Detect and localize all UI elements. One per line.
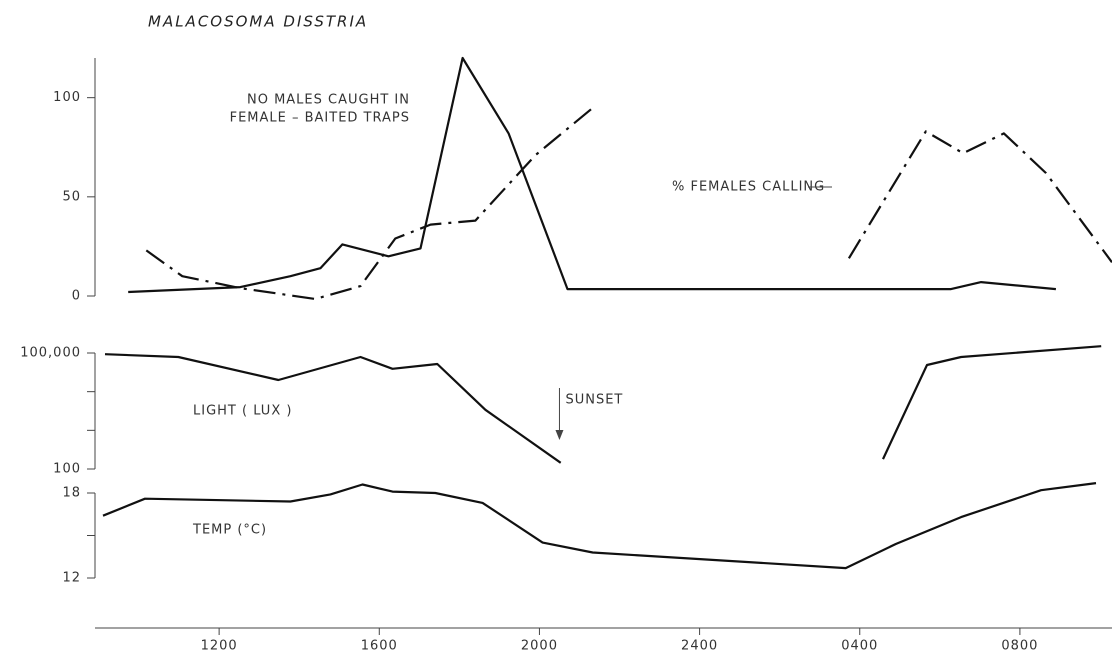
x-tick-label: 0800: [1001, 639, 1038, 654]
y-tick-label: 50: [62, 189, 81, 204]
annotation-label: SUNSET: [565, 393, 623, 408]
series-label: TEMP (°C): [192, 523, 267, 538]
x-tick-label: 2000: [521, 639, 558, 654]
arrow-head: [555, 430, 564, 440]
series-line: [882, 345, 1102, 460]
series-label: FEMALE – BAITED TRAPS: [230, 111, 410, 126]
y-tick-label: 100,000: [20, 346, 81, 361]
series-line: [128, 56, 1057, 294]
x-tick-label: 0400: [841, 639, 878, 654]
series-line: [102, 482, 1097, 570]
series-line: [145, 104, 597, 301]
y-tick-label: 100: [53, 90, 81, 105]
series-label: % FEMALES CALLING: [672, 180, 825, 195]
series-line: [104, 353, 562, 464]
x-tick-label: 2400: [681, 639, 718, 654]
chart-title: MALACOSOMA DISSTRIA: [148, 13, 368, 31]
x-tick-label: 1600: [361, 639, 398, 654]
x-tick-label: 1200: [201, 639, 238, 654]
series-label: NO MALES CAUGHT IN: [247, 93, 410, 108]
y-tick-label: 0: [72, 289, 81, 304]
y-tick-label: 18: [62, 486, 81, 501]
y-tick-label: 100: [53, 462, 81, 477]
series-line: [847, 130, 1112, 263]
y-tick-label: 12: [62, 571, 81, 586]
series-label: LIGHT ( LUX ): [193, 404, 292, 419]
